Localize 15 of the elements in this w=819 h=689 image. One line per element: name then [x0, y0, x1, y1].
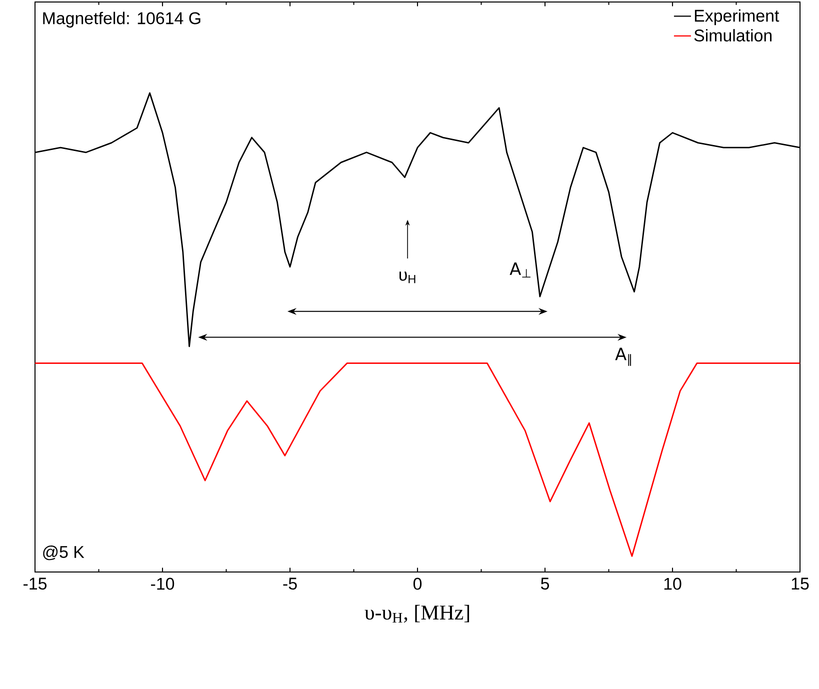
- x-tick-label: -5: [283, 578, 297, 590]
- x-tick-label: -10: [151, 578, 174, 590]
- annotation: @5 K: [43, 546, 84, 560]
- x-tick-label: 10: [664, 578, 682, 590]
- text: Magnetfeld: 10614 G: [43, 12, 200, 28]
- x-tick-label: 5: [540, 578, 549, 590]
- annotation: υ$_{H}$: [399, 272, 416, 284]
- annotation: A$_{∥}$: [615, 348, 631, 366]
- x-tick-label: 15: [792, 578, 809, 590]
- legend-label: Simulation: [694, 29, 772, 42]
- annotation: A$_{⊥}$: [510, 262, 530, 278]
- x-tick-label: 0: [413, 578, 422, 590]
- legend-label: Experiment: [694, 9, 780, 26]
- x-axis-title: υ-υ$_{H}$, [MHz]: [364, 604, 470, 623]
- x-tick-label: -15: [24, 578, 47, 590]
